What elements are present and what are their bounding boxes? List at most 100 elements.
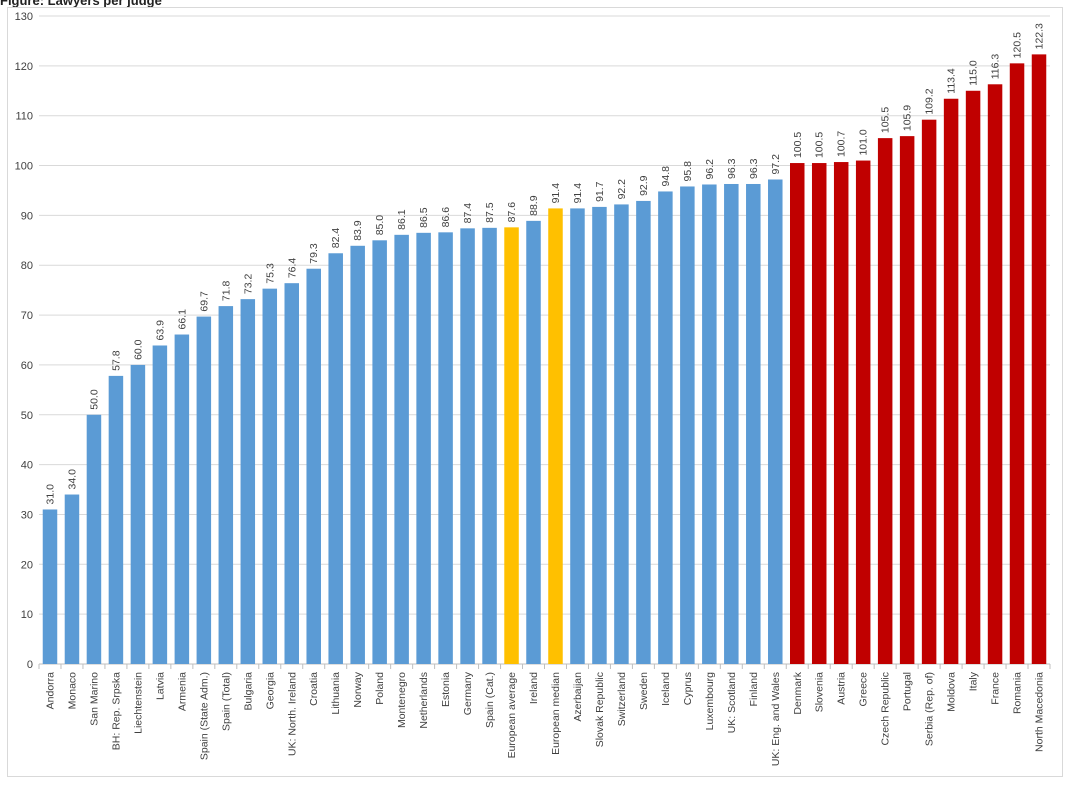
data-label: 100.7 <box>836 131 848 157</box>
x-tick-label: Sweden <box>638 672 650 710</box>
bar <box>702 184 717 665</box>
x-tick-label: European median <box>550 672 562 755</box>
y-tick-label: 110 <box>15 111 33 123</box>
data-label: 105.9 <box>902 105 914 131</box>
data-label: 120.5 <box>1012 32 1024 58</box>
x-tick-label: Austria <box>836 672 848 705</box>
data-label: 86.6 <box>440 207 452 228</box>
bar <box>218 306 234 664</box>
y-tick-label: 80 <box>21 260 33 272</box>
x-tick-label: Finland <box>748 672 760 707</box>
bar <box>636 200 651 664</box>
bar <box>108 375 124 664</box>
data-label: 105.5 <box>880 107 892 133</box>
data-label: 96.2 <box>704 159 716 180</box>
bar <box>724 183 739 664</box>
y-tick-label: 130 <box>15 11 33 23</box>
data-label: 34.0 <box>66 469 78 490</box>
bar <box>789 163 805 665</box>
data-label: 115.0 <box>968 60 980 86</box>
bar <box>526 220 541 665</box>
x-tick-label: Moldova <box>946 672 958 712</box>
bar <box>306 268 321 664</box>
x-tick-label: Romania <box>1012 672 1024 714</box>
bar <box>1031 54 1047 665</box>
x-tick-label: Spain (State Adm.) <box>198 672 210 760</box>
data-label: 87.6 <box>506 202 518 223</box>
data-label: 73.2 <box>242 274 254 295</box>
bar <box>943 98 959 664</box>
x-tick-label: BH: Rep. Srpska <box>110 672 122 750</box>
data-label: 100.5 <box>814 132 826 158</box>
bar <box>921 119 937 665</box>
x-tick-label: UK: Scotland <box>726 672 738 733</box>
data-label: 82.4 <box>330 228 342 249</box>
data-label: 83.9 <box>352 220 364 241</box>
data-label: 31.0 <box>44 484 56 505</box>
data-label: 113.4 <box>946 68 958 94</box>
y-tick-label: 0 <box>27 659 33 671</box>
chart-caption: Figure: Lawyers per judge <box>0 0 162 8</box>
x-tick-label: Netherlands <box>418 672 430 729</box>
y-tick-label: 100 <box>15 161 33 173</box>
data-label: 75.3 <box>264 263 276 284</box>
bar <box>746 183 761 664</box>
x-tick-label: Denmark <box>792 671 804 714</box>
x-tick-label: Luxembourg <box>704 672 716 731</box>
data-label: 100.5 <box>792 132 804 158</box>
bar <box>987 84 1003 664</box>
y-tick-label: 40 <box>21 460 33 472</box>
data-label: 87.4 <box>462 203 474 224</box>
data-label: 96.3 <box>726 158 738 179</box>
y-tick-label: 120 <box>15 61 33 73</box>
data-label: 63.9 <box>154 320 166 341</box>
x-tick-label: Serbia (Rep. of) <box>924 672 936 746</box>
x-tick-label: San Marino <box>88 672 100 726</box>
bar <box>64 494 80 664</box>
bar <box>372 240 387 665</box>
y-tick-label: 60 <box>21 360 33 372</box>
bar <box>240 299 256 664</box>
bar <box>877 138 893 665</box>
bar <box>196 316 212 664</box>
bar <box>592 206 607 664</box>
data-label: 60.0 <box>132 339 144 360</box>
data-label: 87.5 <box>484 202 496 223</box>
data-label: 122.3 <box>1034 23 1046 49</box>
bar <box>174 334 190 664</box>
x-tick-label: Slovak Republic <box>594 672 606 747</box>
bar <box>416 232 431 665</box>
data-label: 66.1 <box>176 309 188 330</box>
bar <box>262 288 278 664</box>
y-tick-label: 30 <box>21 509 33 521</box>
bar <box>680 186 695 664</box>
bar <box>482 227 497 664</box>
chart-frame: 0 10 20 30 40 50 60 70 80 90 100 110 120 130 31.0 Andor… <box>7 7 1063 777</box>
x-tick-label: Iceland <box>660 672 672 706</box>
y-tick-label: 20 <box>21 559 33 571</box>
x-tick-label: Montenegro <box>396 672 408 728</box>
x-tick-label: Monaco <box>66 672 78 710</box>
x-tick-label: Portugal <box>902 672 914 711</box>
x-tick-label: Croatia <box>308 672 320 706</box>
data-label: 85.0 <box>374 215 386 236</box>
x-tick-label: Estonia <box>440 672 452 707</box>
bar <box>965 90 981 665</box>
x-tick-label: Georgia <box>264 672 276 710</box>
x-tick-label: Italy <box>968 671 980 691</box>
x-tick-label: North Macedonia <box>1034 672 1046 752</box>
bar <box>460 228 475 665</box>
x-tick-label: Azerbaijan <box>572 672 584 722</box>
bar <box>130 364 146 664</box>
x-tick-label: Armenia <box>176 672 188 711</box>
data-label: 86.1 <box>396 209 408 230</box>
bar <box>614 204 629 664</box>
data-label: 101.0 <box>858 129 870 155</box>
data-label: 91.7 <box>594 181 606 202</box>
bar <box>768 179 783 664</box>
x-tick-label: Czech Republic <box>880 672 892 746</box>
bar <box>152 345 168 664</box>
x-tick-label: Lithuania <box>330 672 342 715</box>
data-label: 109.2 <box>924 88 936 114</box>
data-label: 91.4 <box>550 183 562 204</box>
